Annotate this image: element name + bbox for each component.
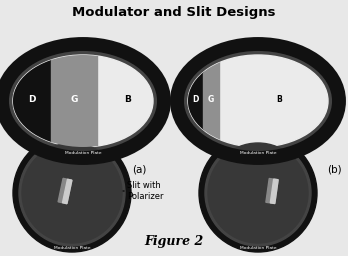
Text: Modulator and Slit Designs: Modulator and Slit Designs	[72, 6, 276, 19]
Circle shape	[205, 140, 311, 246]
Text: D: D	[192, 95, 199, 104]
Text: Modulation Plate: Modulation Plate	[54, 246, 90, 250]
Circle shape	[19, 140, 125, 246]
Bar	[203, 53, 219, 149]
Text: Polarizer: Polarizer	[218, 170, 267, 182]
Text: Modulation Plate: Modulation Plate	[240, 246, 276, 250]
Text: Modulation Plate: Modulation Plate	[240, 151, 276, 155]
Ellipse shape	[9, 51, 157, 151]
Circle shape	[22, 143, 122, 243]
Bar	[51, 53, 97, 149]
Text: (b): (b)	[327, 165, 341, 175]
Bar	[188, 53, 203, 149]
Text: Figure 2: Figure 2	[144, 235, 204, 248]
Polygon shape	[270, 179, 278, 204]
Bar	[13, 53, 51, 149]
Text: G: G	[70, 95, 78, 104]
Circle shape	[199, 134, 317, 252]
Circle shape	[208, 143, 308, 243]
Polygon shape	[58, 178, 72, 204]
Text: D: D	[28, 95, 35, 104]
Text: B: B	[124, 95, 131, 104]
Ellipse shape	[177, 44, 339, 158]
Text: Slit with
Polarizer: Slit with Polarizer	[76, 181, 164, 201]
Text: B: B	[276, 95, 282, 104]
Ellipse shape	[188, 55, 328, 147]
Text: Modulation Plate: Modulation Plate	[65, 151, 101, 155]
Text: G: G	[208, 95, 214, 104]
Text: (a): (a)	[132, 165, 146, 175]
Polygon shape	[63, 179, 72, 204]
Ellipse shape	[184, 51, 332, 151]
Polygon shape	[266, 178, 278, 204]
Ellipse shape	[2, 44, 164, 158]
Circle shape	[13, 134, 131, 252]
Ellipse shape	[13, 55, 153, 147]
